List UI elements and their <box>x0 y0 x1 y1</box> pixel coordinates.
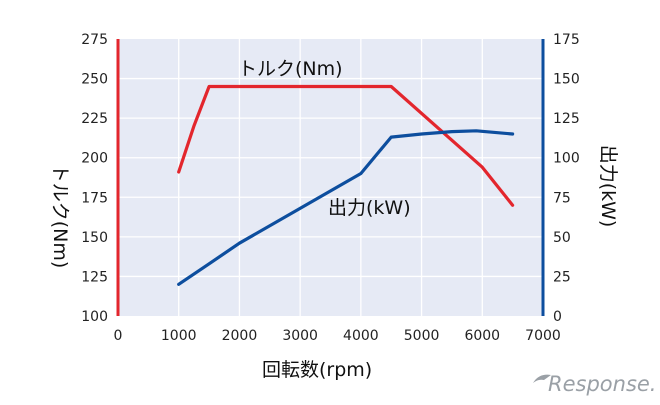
y-right-tick-label: 125 <box>553 111 580 127</box>
y-left-axis-label: トルク(Nm) <box>49 164 71 269</box>
y-right-tick-label: 175 <box>553 32 580 48</box>
x-tick-label: 1000 <box>161 328 197 344</box>
y-left-tick-label: 225 <box>81 111 108 127</box>
watermark-text: Response. <box>548 372 656 396</box>
y-right-tick-label: 25 <box>553 269 571 285</box>
y-right-tick-label: 50 <box>553 230 571 246</box>
y-right-tick-label: 0 <box>553 309 562 325</box>
y-left-tick-label: 100 <box>81 309 108 325</box>
y-left-tick-label: 125 <box>81 269 108 285</box>
x-axis-label: 回転数(rpm) <box>262 359 372 381</box>
x-tick-label: 0 <box>114 328 123 344</box>
ticks-group: 0 1000 2000 3000 4000 5000 6000 700010012515017… <box>81 32 579 344</box>
x-tick-label: 5000 <box>404 328 440 344</box>
y-right-tick-label: 100 <box>553 151 580 167</box>
y-right-tick-label: 150 <box>553 72 580 88</box>
power-series-line <box>177 129 515 286</box>
y-right-tick-label: 75 <box>553 190 571 206</box>
y-left-tick-label: 150 <box>81 230 108 246</box>
y-left-tick-label: 250 <box>81 72 108 88</box>
y-left-tick-label: 175 <box>81 190 108 206</box>
y-left-tick-label: 200 <box>81 151 108 167</box>
plot-background <box>118 39 543 316</box>
x-tick-label: 6000 <box>464 328 500 344</box>
torque-series-label: トルク(Nm) <box>238 58 343 80</box>
x-tick-label: 4000 <box>343 328 379 344</box>
watermark-logo-icon <box>533 374 551 383</box>
x-tick-label: 3000 <box>282 328 318 344</box>
series-group <box>177 84 515 286</box>
y-right-axis-label: 出力(kW) <box>597 145 619 228</box>
watermark: Response. <box>533 372 656 396</box>
y-left-tick-label: 275 <box>81 32 108 48</box>
power-series-label: 出力(kW) <box>328 197 411 219</box>
x-tick-label: 7000 <box>525 328 561 344</box>
x-tick-label: 2000 <box>222 328 258 344</box>
torque-series-line <box>177 84 515 207</box>
